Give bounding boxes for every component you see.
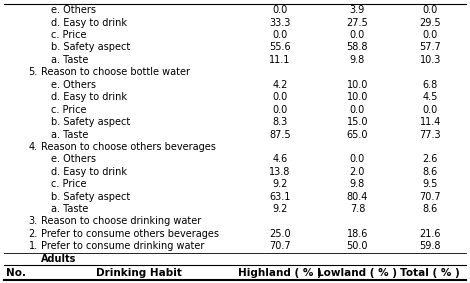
Text: 6.8: 6.8 <box>423 80 438 90</box>
Text: c. Price: c. Price <box>51 105 86 115</box>
Text: b. Safety aspect: b. Safety aspect <box>51 192 130 202</box>
Text: a. Taste: a. Taste <box>51 130 88 140</box>
Text: 29.5: 29.5 <box>419 18 441 28</box>
Text: b. Safety aspect: b. Safety aspect <box>51 42 130 53</box>
Text: 9.2: 9.2 <box>272 204 288 214</box>
Text: 4.5: 4.5 <box>423 92 438 102</box>
Text: 70.7: 70.7 <box>269 241 291 251</box>
Text: 55.6: 55.6 <box>269 42 291 53</box>
Text: 2.6: 2.6 <box>423 154 438 164</box>
Text: Reason to choose bottle water: Reason to choose bottle water <box>40 67 190 77</box>
Text: Adults: Adults <box>40 254 76 264</box>
Text: 2.0: 2.0 <box>350 167 365 177</box>
Text: d. Easy to drink: d. Easy to drink <box>51 18 126 28</box>
Text: 11.1: 11.1 <box>269 55 291 65</box>
Text: 21.6: 21.6 <box>419 229 441 239</box>
Text: 8.6: 8.6 <box>423 167 438 177</box>
Text: 1.: 1. <box>29 241 38 251</box>
Text: 3.9: 3.9 <box>350 5 365 15</box>
Text: b. Safety aspect: b. Safety aspect <box>51 117 130 127</box>
Text: d. Easy to drink: d. Easy to drink <box>51 92 126 102</box>
Text: 63.1: 63.1 <box>269 192 291 202</box>
Text: Reason to choose drinking water: Reason to choose drinking water <box>40 216 201 226</box>
Text: 8.3: 8.3 <box>273 117 288 127</box>
Text: 0.0: 0.0 <box>273 92 288 102</box>
Text: 87.5: 87.5 <box>269 130 291 140</box>
Text: 58.8: 58.8 <box>347 42 368 53</box>
Text: Prefer to consume others beverages: Prefer to consume others beverages <box>40 229 219 239</box>
Text: 0.0: 0.0 <box>273 30 288 40</box>
Text: Prefer to consume drinking water: Prefer to consume drinking water <box>40 241 204 251</box>
Text: e. Others: e. Others <box>51 154 96 164</box>
Text: Lowland ( % ): Lowland ( % ) <box>317 267 398 278</box>
Text: 9.8: 9.8 <box>350 179 365 189</box>
Text: e. Others: e. Others <box>51 5 96 15</box>
Text: 13.8: 13.8 <box>269 167 291 177</box>
Text: 3.: 3. <box>29 216 38 226</box>
Text: 70.7: 70.7 <box>419 192 441 202</box>
Text: 10.3: 10.3 <box>420 55 441 65</box>
Text: 0.0: 0.0 <box>423 30 438 40</box>
Text: 4.2: 4.2 <box>272 80 288 90</box>
Text: 50.0: 50.0 <box>347 241 368 251</box>
Text: 0.0: 0.0 <box>273 5 288 15</box>
Text: Highland ( % ): Highland ( % ) <box>238 267 322 278</box>
Text: 9.8: 9.8 <box>350 55 365 65</box>
Text: Total ( % ): Total ( % ) <box>400 267 460 278</box>
Text: 0.0: 0.0 <box>350 105 365 115</box>
Text: a. Taste: a. Taste <box>51 204 88 214</box>
Text: d. Easy to drink: d. Easy to drink <box>51 167 126 177</box>
Text: 18.6: 18.6 <box>347 229 368 239</box>
Text: 8.6: 8.6 <box>423 204 438 214</box>
Text: 65.0: 65.0 <box>347 130 368 140</box>
Text: 25.0: 25.0 <box>269 229 291 239</box>
Text: 0.0: 0.0 <box>423 5 438 15</box>
Text: 4.: 4. <box>29 142 38 152</box>
Text: 10.0: 10.0 <box>347 92 368 102</box>
Text: 11.4: 11.4 <box>420 117 441 127</box>
Text: c. Price: c. Price <box>51 179 86 189</box>
Text: a. Taste: a. Taste <box>51 55 88 65</box>
Text: 77.3: 77.3 <box>419 130 441 140</box>
Text: 0.0: 0.0 <box>273 105 288 115</box>
Text: No.: No. <box>6 267 26 278</box>
Text: 5.: 5. <box>28 67 38 77</box>
Text: 59.8: 59.8 <box>419 241 441 251</box>
Text: 33.3: 33.3 <box>269 18 291 28</box>
Text: Drinking Habit: Drinking Habit <box>96 267 182 278</box>
Text: 4.6: 4.6 <box>273 154 288 164</box>
Text: 27.5: 27.5 <box>346 18 368 28</box>
Text: 0.0: 0.0 <box>423 105 438 115</box>
Text: 9.2: 9.2 <box>272 179 288 189</box>
Text: c. Price: c. Price <box>51 30 86 40</box>
Text: 9.5: 9.5 <box>423 179 438 189</box>
Text: 2.: 2. <box>28 229 38 239</box>
Text: 80.4: 80.4 <box>347 192 368 202</box>
Text: 0.0: 0.0 <box>350 30 365 40</box>
Text: 10.0: 10.0 <box>347 80 368 90</box>
Text: 57.7: 57.7 <box>419 42 441 53</box>
Text: 15.0: 15.0 <box>347 117 368 127</box>
Text: 0.0: 0.0 <box>350 154 365 164</box>
Text: Reason to choose others beverages: Reason to choose others beverages <box>40 142 216 152</box>
Text: e. Others: e. Others <box>51 80 96 90</box>
Text: 7.8: 7.8 <box>350 204 365 214</box>
